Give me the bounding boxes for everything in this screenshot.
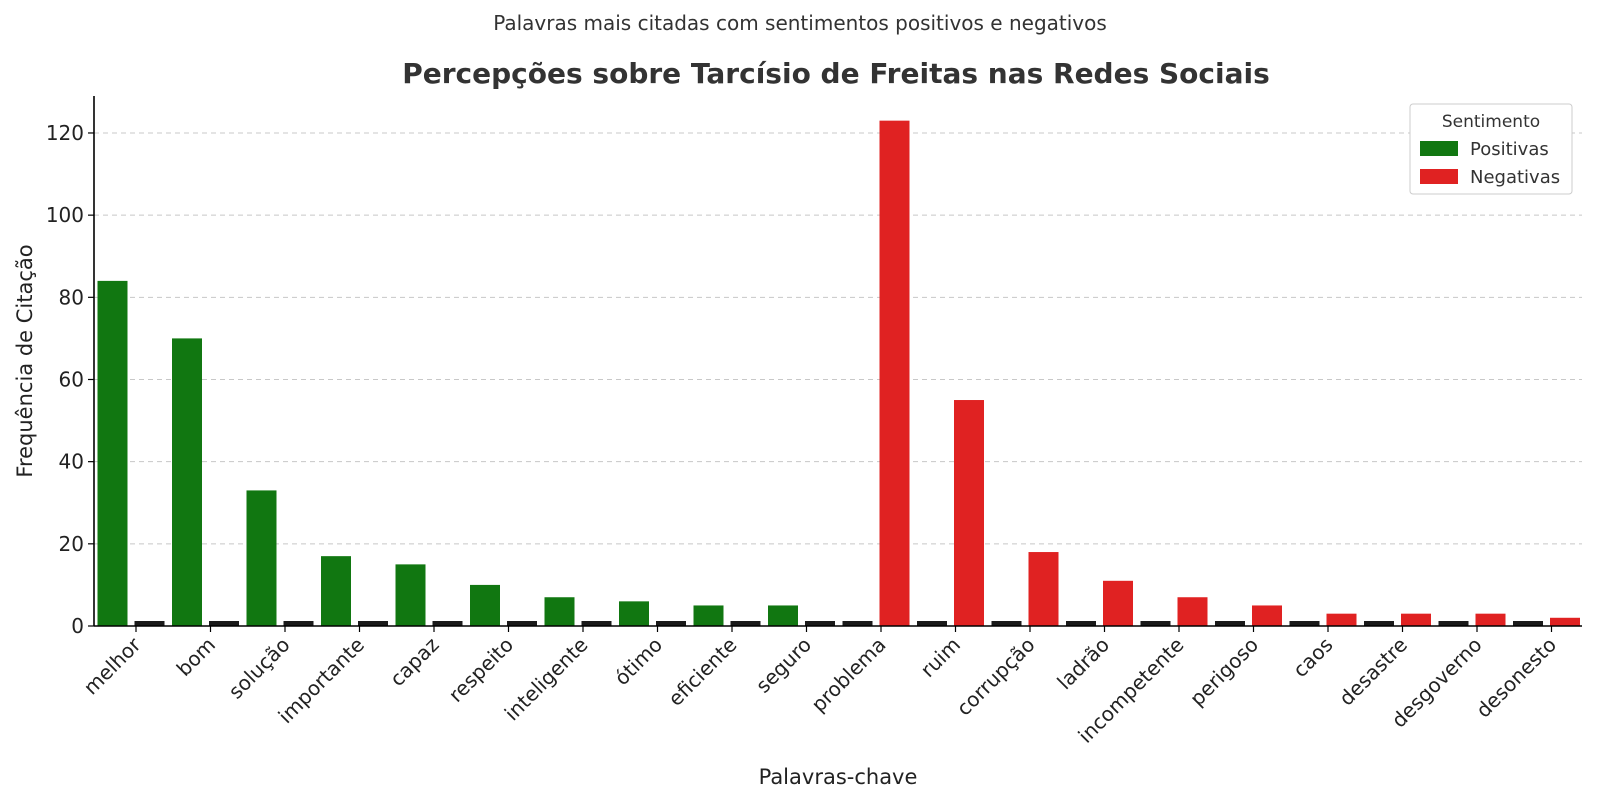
y-tick-label: 120 (46, 121, 84, 145)
x-tick-label: seguro (751, 633, 816, 698)
bar-negativas-19 (1550, 617, 1580, 626)
empty-bar-marker (283, 621, 314, 626)
bar-positivas-1 (172, 338, 202, 626)
bar-positivas-6 (544, 597, 575, 626)
bar-positivas-4 (395, 564, 426, 626)
empty-bar-marker (730, 621, 761, 626)
y-tick-label: 60 (59, 367, 84, 391)
empty-bar-marker (917, 621, 947, 626)
x-tick-label: respeito (444, 633, 518, 707)
axes (93, 96, 1582, 627)
bar-negativas-17 (1401, 613, 1431, 626)
bar-positivas-5 (470, 584, 500, 626)
legend-swatch-positivas (1420, 141, 1458, 156)
empty-bar-marker (1066, 621, 1096, 626)
bar-negativas-16 (1326, 613, 1357, 626)
bar-positivas-8 (693, 605, 724, 626)
y-tick-label: 100 (46, 203, 84, 227)
bar-positivas-2 (246, 490, 277, 626)
bar-positivas-9 (768, 605, 798, 626)
empty-bar-marker (432, 621, 463, 626)
x-axis-label: Palavras-chave (759, 765, 918, 789)
chart-title: Percepções sobre Tarcísio de Freitas nas… (402, 57, 1270, 90)
empty-bar-marker (805, 621, 835, 626)
bar-negativas-15 (1252, 605, 1282, 626)
x-tick-label: problema (806, 633, 890, 717)
bar-positivas-3 (321, 556, 351, 626)
bar-negativas-10 (879, 120, 910, 627)
bar-negativas-14 (1177, 597, 1208, 626)
empty-bar-marker (1289, 621, 1320, 626)
empty-bar-marker (358, 621, 388, 626)
legend-label-positivas: Positivas (1470, 139, 1549, 160)
empty-bar-marker (656, 621, 686, 626)
empty-bar-marker (842, 621, 873, 626)
x-tick-label: perigoso (1185, 633, 1263, 711)
empty-bar-marker (1364, 621, 1394, 626)
x-tick-label: capaz (385, 633, 443, 691)
empty-bar-marker (134, 621, 165, 626)
empty-bar-marker (1438, 621, 1469, 626)
x-tick-label: ladrão (1052, 633, 1114, 695)
empty-bar-marker (507, 621, 537, 626)
legend-title: Sentimento (1442, 112, 1540, 132)
empty-bar-marker (1513, 621, 1543, 626)
empty-bar-marker (991, 621, 1022, 626)
y-tick-label: 0 (71, 614, 84, 638)
x-tick-label: bom (172, 633, 220, 681)
x-tick-label: melhor (79, 632, 146, 699)
legend: Sentimento Positivas Negativas (1409, 103, 1573, 195)
y-ticks: 0 20 40 60 80 100 120 (46, 121, 94, 638)
bar-negativas-11 (954, 400, 984, 626)
grid-lines (94, 132, 1582, 545)
legend-swatch-negativas (1420, 169, 1458, 184)
x-tick-label: desonesto (1471, 633, 1561, 723)
x-tick-label: eficiente (663, 633, 741, 711)
x-tick-label: caos (1288, 633, 1337, 682)
bar-negativas-18 (1475, 613, 1506, 626)
empty-bar-marker (209, 621, 239, 626)
bar-positivas-7 (619, 601, 649, 626)
empty-bar-marker (1215, 621, 1245, 626)
bars (97, 120, 1580, 627)
empty-bar-marker (581, 621, 612, 626)
legend-label-negativas: Negativas (1470, 167, 1560, 188)
y-axis-label: Frequência de Citação (13, 244, 37, 477)
x-tick-label: corrupção (952, 633, 1040, 721)
chart-suptitle: Palavras mais citadas com sentimentos po… (493, 11, 1107, 35)
y-tick-label: 80 (59, 285, 84, 309)
y-tick-label: 20 (59, 532, 84, 556)
y-tick-label: 40 (59, 450, 84, 474)
x-tick-label: ruim (916, 633, 965, 682)
x-tick-label: solução (224, 633, 295, 704)
x-tick-label: desastre (1334, 633, 1412, 711)
bar-negativas-13 (1103, 580, 1133, 626)
empty-bar-marker (1140, 621, 1171, 626)
x-tick-label: ótimo (610, 633, 668, 691)
bar-positivas-0 (97, 280, 128, 626)
bar-negativas-12 (1028, 552, 1059, 626)
